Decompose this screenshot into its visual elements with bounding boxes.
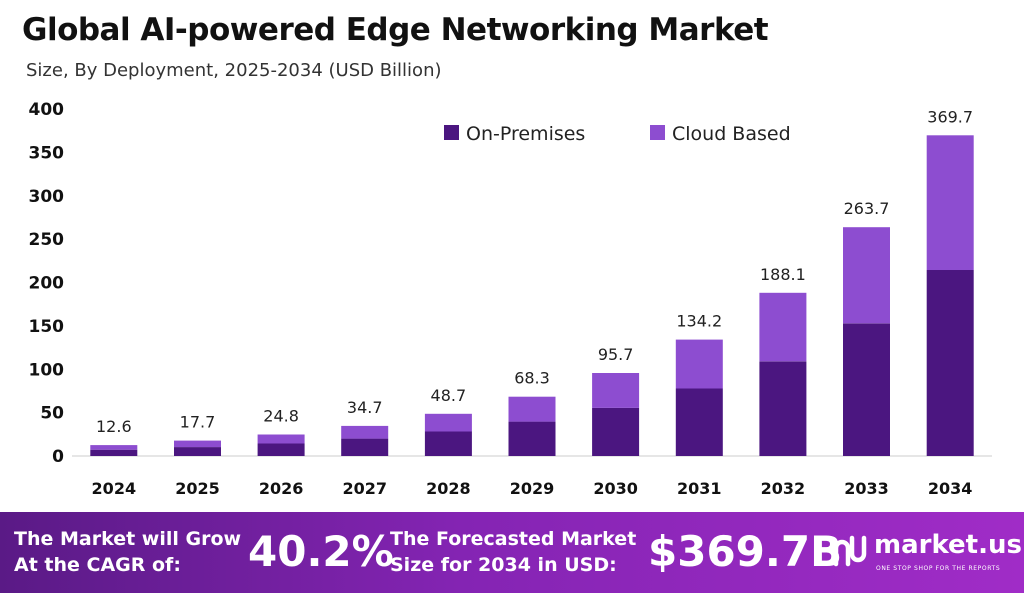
x-tick-label: 2031 — [677, 479, 722, 498]
logo-name: market.us — [874, 530, 1022, 560]
market-us-logo-icon — [833, 535, 867, 567]
bar-on-premises-2024 — [90, 449, 138, 456]
x-tick-label: 2028 — [426, 479, 471, 498]
bar-cloud-based-2034 — [926, 135, 974, 270]
bar-on-premises-2030 — [592, 407, 640, 456]
forecast-value: $369.7B — [648, 527, 843, 576]
data-label-2030: 95.7 — [598, 345, 634, 364]
x-tick-label: 2032 — [761, 479, 806, 498]
data-label-2033: 263.7 — [844, 199, 890, 218]
data-label-2034: 369.7 — [927, 107, 973, 126]
cagr-value: 40.2% — [248, 527, 394, 576]
data-label-2024: 12.6 — [96, 417, 132, 436]
bar-cloud-based-2025 — [174, 440, 221, 447]
x-tick-label: 2025 — [175, 479, 220, 498]
x-tick-label: 2029 — [510, 479, 555, 498]
y-axis: 0 50 100 150 200 250 300 350 400 — [29, 100, 65, 467]
bar-on-premises-2031 — [675, 388, 723, 456]
x-axis: 2024 2025 2026 2027 2028 2029 2030 2031 2032 2033… — [92, 479, 973, 498]
x-tick-label: 2026 — [259, 479, 304, 498]
legend-swatch-cloud-based — [650, 125, 665, 140]
legend-label-on-premises: On-Premises — [466, 123, 585, 145]
x-tick-label: 2024 — [92, 479, 137, 498]
data-label-2026: 24.8 — [263, 407, 299, 426]
chart-title: Global AI-powered Edge Networking Market — [22, 12, 769, 48]
logo-tagline: ONE STOP SHOP FOR THE REPORTS — [876, 565, 1001, 572]
y-tick-label: 150 — [29, 317, 65, 337]
market-us-logo: market.us ONE STOP SHOP FOR THE REPORTS — [832, 530, 1022, 578]
y-tick-label: 350 — [29, 143, 65, 163]
forecast-label: The Forecasted Market Size for 2034 in U… — [390, 526, 636, 578]
y-tick-label: 400 — [29, 100, 65, 120]
data-label-2025: 17.7 — [180, 413, 216, 432]
data-label-2027: 34.7 — [347, 398, 383, 417]
summary-banner: The Market will Grow At the CAGR of: 40.… — [0, 512, 1024, 593]
bar-on-premises-2034 — [926, 270, 974, 456]
forecast-label-line2: Size for 2034 in USD: — [390, 554, 617, 576]
y-tick-label: 50 — [40, 404, 64, 424]
x-tick-label: 2033 — [844, 479, 889, 498]
cagr-label-line2: At the CAGR of: — [14, 554, 181, 576]
bar-cloud-based-2033 — [843, 227, 890, 324]
bar-cloud-based-2024 — [90, 445, 138, 450]
cagr-label-line1: The Market will Grow — [14, 528, 242, 550]
bar-on-premises-2029 — [508, 421, 556, 456]
bar-on-premises-2033 — [843, 323, 890, 456]
y-tick-label: 300 — [29, 187, 65, 207]
forecast-label-line1: The Forecasted Market — [390, 528, 637, 550]
chart-subtitle: Size, By Deployment, 2025-2034 (USD Bill… — [26, 60, 442, 81]
bar-on-premises-2028 — [424, 431, 472, 456]
y-tick-label: 0 — [52, 447, 64, 467]
bar-on-premises-2025 — [174, 447, 221, 456]
bar-cloud-based-2032 — [759, 292, 807, 362]
bar-cloud-based-2030 — [592, 373, 640, 408]
data-label-2029: 68.3 — [514, 369, 550, 388]
legend-label-cloud-based: Cloud Based — [672, 123, 791, 145]
y-tick-label: 200 — [29, 274, 65, 294]
bar-cloud-based-2026 — [257, 434, 305, 444]
bars: 12.6 17.7 24.8 34.7 48.7 68.3 95.7 134.2 188.1 26… — [90, 107, 974, 456]
bar-cloud-based-2031 — [675, 339, 723, 389]
legend-swatch-on-premises — [444, 125, 459, 140]
x-tick-label: 2034 — [928, 479, 973, 498]
bar-on-premises-2032 — [759, 361, 807, 456]
data-label-2032: 188.1 — [760, 265, 806, 284]
y-tick-label: 250 — [29, 230, 65, 250]
bar-cloud-based-2027 — [341, 425, 389, 439]
bar-on-premises-2027 — [341, 438, 389, 456]
legend: On-Premises Cloud Based — [444, 123, 791, 145]
data-label-2028: 48.7 — [431, 386, 467, 405]
bar-cloud-based-2028 — [424, 413, 472, 432]
cagr-label: The Market will Grow At the CAGR of: — [14, 526, 241, 578]
bar-on-premises-2026 — [257, 443, 305, 456]
stacked-bar-chart: 0 50 100 150 200 250 300 350 400 12.6 17.7 24.8 34.… — [29, 100, 992, 498]
data-label-2031: 134.2 — [676, 312, 722, 331]
y-tick-label: 100 — [29, 360, 65, 380]
x-tick-label: 2030 — [593, 479, 638, 498]
x-tick-label: 2027 — [342, 479, 387, 498]
bar-cloud-based-2029 — [508, 396, 556, 422]
